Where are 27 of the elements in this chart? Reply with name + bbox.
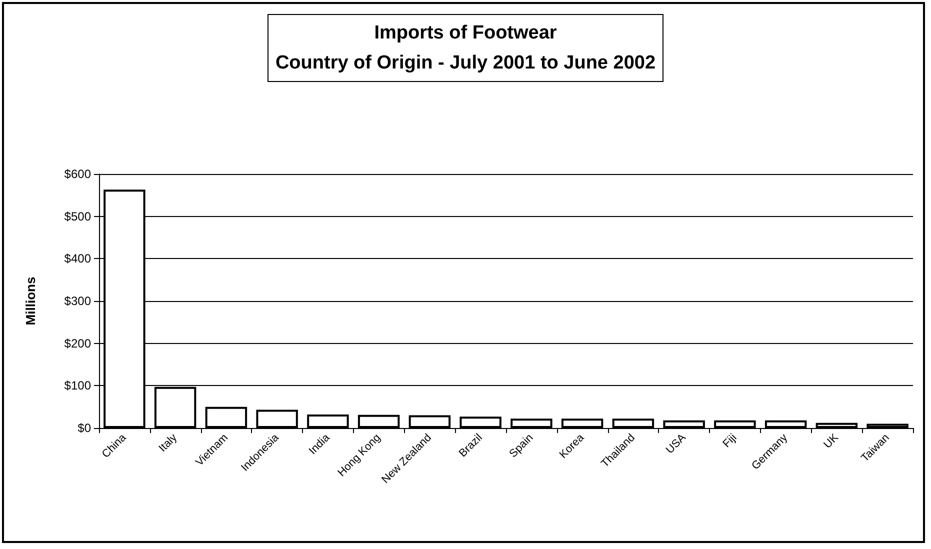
bar — [408, 415, 451, 428]
y-tick-label: $300 — [64, 294, 92, 308]
y-axis-title: Millions — [23, 276, 38, 326]
y-tick-label: $200 — [64, 336, 92, 350]
x-tick-label: Italy — [156, 431, 180, 454]
y-tick-label: $400 — [64, 252, 92, 266]
bar — [612, 418, 654, 428]
y-tick-label: $500 — [64, 209, 92, 224]
y-tick-label: $600 — [64, 167, 92, 181]
bar — [256, 410, 298, 428]
bar — [307, 414, 349, 428]
x-tick-label: UK — [822, 431, 842, 452]
bar — [510, 418, 552, 428]
bar — [816, 422, 858, 428]
bar — [663, 420, 705, 428]
y-tick-label: $100 — [64, 378, 92, 393]
bar — [205, 406, 248, 428]
chart-title: Imports of Footwear Country of Origin - July 2001 to June 2002 — [275, 22, 656, 74]
bar — [764, 420, 807, 428]
bar — [358, 414, 400, 428]
y-tick-label: $0 — [78, 421, 92, 435]
bar — [460, 416, 502, 428]
bar — [714, 420, 756, 428]
bar — [561, 418, 604, 428]
bar — [866, 424, 908, 428]
x-tick-label: USA — [664, 431, 689, 456]
x-tick-label: Fiji — [720, 432, 740, 450]
